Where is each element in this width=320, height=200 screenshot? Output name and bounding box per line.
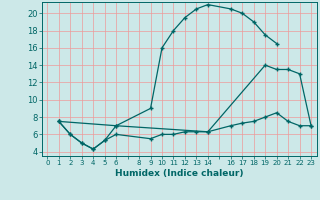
X-axis label: Humidex (Indice chaleur): Humidex (Indice chaleur) <box>115 169 244 178</box>
